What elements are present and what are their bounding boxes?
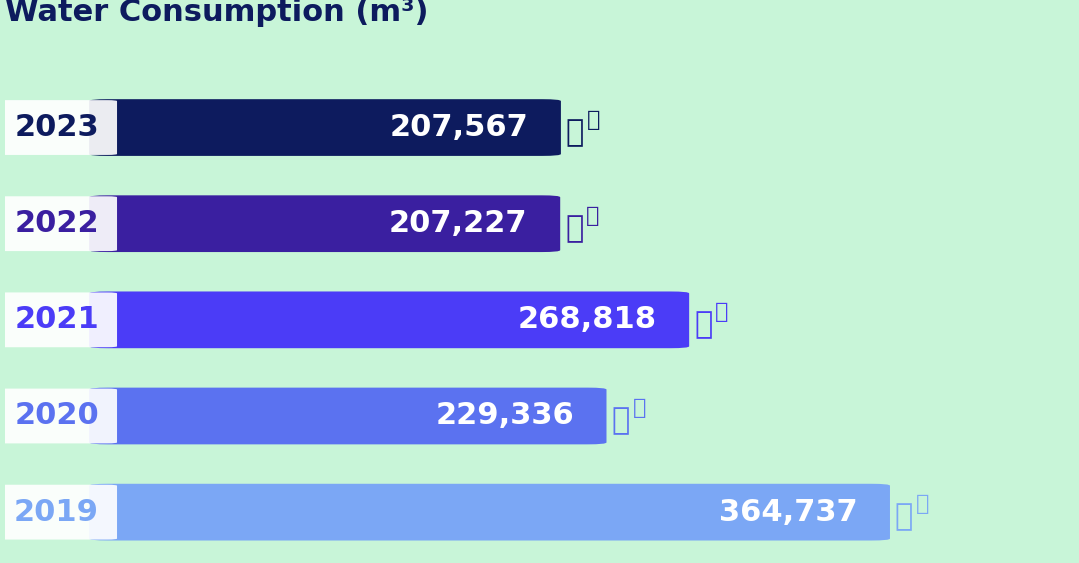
- Text: 💧: 💧: [587, 110, 600, 130]
- FancyBboxPatch shape: [90, 292, 689, 348]
- FancyBboxPatch shape: [0, 388, 117, 444]
- Text: 229,336: 229,336: [435, 401, 574, 431]
- FancyBboxPatch shape: [0, 292, 117, 347]
- Text: 268,818: 268,818: [518, 305, 656, 334]
- Text: 2021: 2021: [14, 305, 99, 334]
- Text: 💧: 💧: [894, 502, 913, 531]
- FancyBboxPatch shape: [0, 100, 117, 155]
- Text: 💧: 💧: [586, 206, 600, 226]
- Text: 2023: 2023: [14, 113, 99, 142]
- Text: 💧: 💧: [565, 118, 584, 147]
- Text: 💧: 💧: [715, 302, 728, 322]
- Text: 💧: 💧: [612, 406, 629, 435]
- FancyBboxPatch shape: [90, 195, 560, 252]
- Text: 💧: 💧: [694, 310, 712, 339]
- Text: 364,737: 364,737: [719, 498, 858, 526]
- Text: 207,567: 207,567: [390, 113, 529, 142]
- FancyBboxPatch shape: [90, 484, 890, 540]
- FancyBboxPatch shape: [90, 99, 561, 156]
- Text: 💧: 💧: [565, 214, 584, 243]
- Text: 2022: 2022: [14, 209, 99, 238]
- FancyBboxPatch shape: [0, 485, 117, 539]
- Text: 2019: 2019: [14, 498, 99, 526]
- FancyBboxPatch shape: [0, 196, 117, 251]
- Text: 207,227: 207,227: [390, 209, 528, 238]
- Text: 💧: 💧: [632, 398, 645, 418]
- Text: 2020: 2020: [14, 401, 99, 431]
- Text: 💧: 💧: [916, 494, 929, 515]
- Text: Water Consumption (m³): Water Consumption (m³): [5, 0, 428, 26]
- FancyBboxPatch shape: [90, 388, 606, 444]
